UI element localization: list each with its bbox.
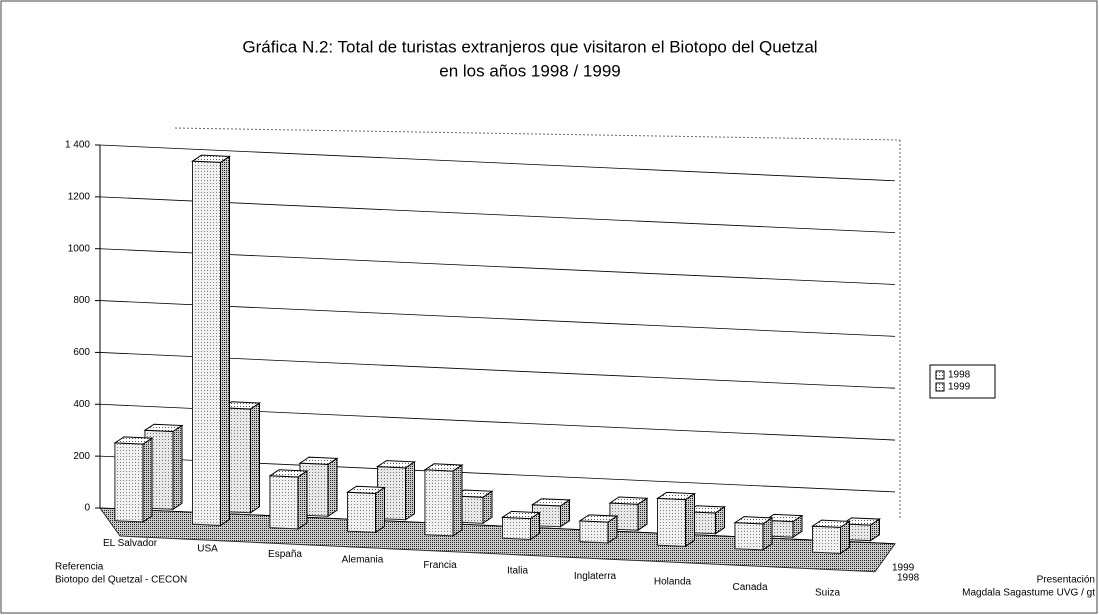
grid-line [99,300,896,337]
bar-side [715,506,725,535]
legend-swatch [935,370,945,380]
bar-side [870,518,880,542]
bar-side [762,516,773,551]
bar [500,510,542,541]
bar-front-tint [347,492,376,533]
bar-side [530,511,540,541]
bar-front-tint [657,498,686,547]
bar-side [482,490,493,525]
bar-side [607,515,618,544]
x-tick-label: EL Salvador [103,538,158,549]
bar-side [142,437,153,523]
bar-side [840,520,850,555]
bar [578,514,619,544]
x-tick-label: USA [197,543,218,554]
back-wall [174,127,901,141]
bar-side [327,457,338,518]
depth-label: 1999 [892,563,915,574]
note: Presentación [1037,575,1095,586]
bar [268,469,309,530]
bar [113,436,154,523]
bar-side [637,497,648,532]
depth-label: 1998 [897,573,920,584]
y-tick-label: 1000 [68,243,91,254]
legend-swatch [935,382,945,392]
bar-front-tint [425,469,453,536]
bar-side [375,486,385,534]
x-tick-label: Suiza [815,587,840,598]
bar-side [792,514,803,539]
y-tick-label: 600 [73,347,90,358]
bar [345,485,387,534]
bar-front-tint [580,520,608,543]
grid-line [99,352,896,389]
note: Magdala Sagastume UVG / gt [962,588,1095,599]
bar-side [250,402,260,514]
bar-front-tint [735,522,763,550]
bar [190,154,232,527]
x-tick-label: Italia [507,565,529,576]
y-tick-label: 800 [73,295,90,306]
bar-side [452,464,463,537]
bar-front-tint [812,526,841,554]
legend-label: 1998 [948,370,971,381]
y-tick-label: 1 400 [65,140,90,151]
x-tick-label: Francia [423,560,457,571]
bar-front-tint [270,475,298,529]
grid-line [99,196,896,234]
chart-subtitle: en los años 1998 / 1999 [439,61,620,80]
x-tick-label: Canada [732,582,767,593]
bar [655,491,697,548]
bar-side [405,460,415,521]
grid-line [99,144,896,182]
y-tick-label: 0 [84,503,90,514]
grid-line [99,248,896,285]
bar-side [560,499,570,528]
bar [733,516,774,551]
x-tick-label: Alemania [342,554,384,565]
bar [423,463,464,537]
x-tick-label: Inglaterra [574,571,617,582]
note: Biotopo del Quetzal - CECON [55,575,187,586]
legend-label: 1999 [948,382,971,393]
bar-front-tint [502,517,531,540]
x-tick-label: Holanda [654,576,692,587]
x-tick-label: España [268,549,302,560]
y-tick-label: 200 [73,451,90,462]
bar-side [685,492,695,548]
chart-title: Gráfica N.2: Total de turistas extranjer… [242,37,817,56]
bar-side [297,470,308,530]
bar [810,519,852,555]
bar-side [172,424,183,511]
y-tick-label: 400 [73,399,90,410]
y-tick-label: 1200 [68,191,91,202]
bar-front-tint [192,161,221,526]
note: Referencia [55,562,104,573]
bar-front-tint [115,442,143,522]
bar-side [220,155,230,527]
